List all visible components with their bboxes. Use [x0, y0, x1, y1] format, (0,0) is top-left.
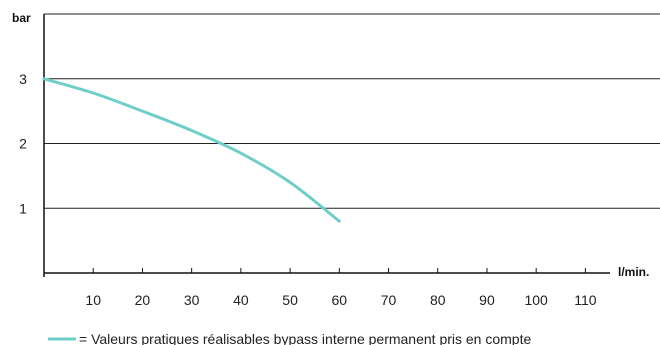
x-tick-label-100: 100 — [524, 292, 548, 308]
series-line-0 — [42, 77, 341, 223]
x-tick-label-30: 30 — [184, 292, 200, 308]
y-tick-label-1: 1 — [19, 200, 27, 216]
axes — [43, 14, 610, 277]
x-tick-label-50: 50 — [282, 292, 298, 308]
grid-lines — [44, 13, 660, 209]
x-axis-label: l/min. — [618, 265, 649, 279]
y-tick-label-2: 2 — [19, 136, 27, 152]
x-tick-label-90: 90 — [479, 292, 495, 308]
x-tick-label-110: 110 — [574, 292, 597, 308]
legend: = Valeurs pratiques réalisables bypass i… — [48, 331, 531, 345]
x-tick-label-20: 20 — [135, 292, 151, 308]
x-tick-label-60: 60 — [332, 292, 348, 308]
y-tick-label-3: 3 — [19, 71, 27, 87]
tick-labels: 10 20 30 40 50 60 70 80 90 100 110 1 2 3 — [19, 71, 597, 308]
legend-label: = Valeurs pratiques réalisables bypass i… — [79, 331, 531, 345]
x-tick-label-40: 40 — [233, 292, 249, 308]
x-tick-label-10: 10 — [85, 292, 101, 308]
series-layer — [42, 77, 341, 223]
x-tick-label-80: 80 — [430, 292, 446, 308]
x-tick-label-70: 70 — [381, 292, 397, 308]
y-axis-label: bar — [12, 11, 31, 25]
